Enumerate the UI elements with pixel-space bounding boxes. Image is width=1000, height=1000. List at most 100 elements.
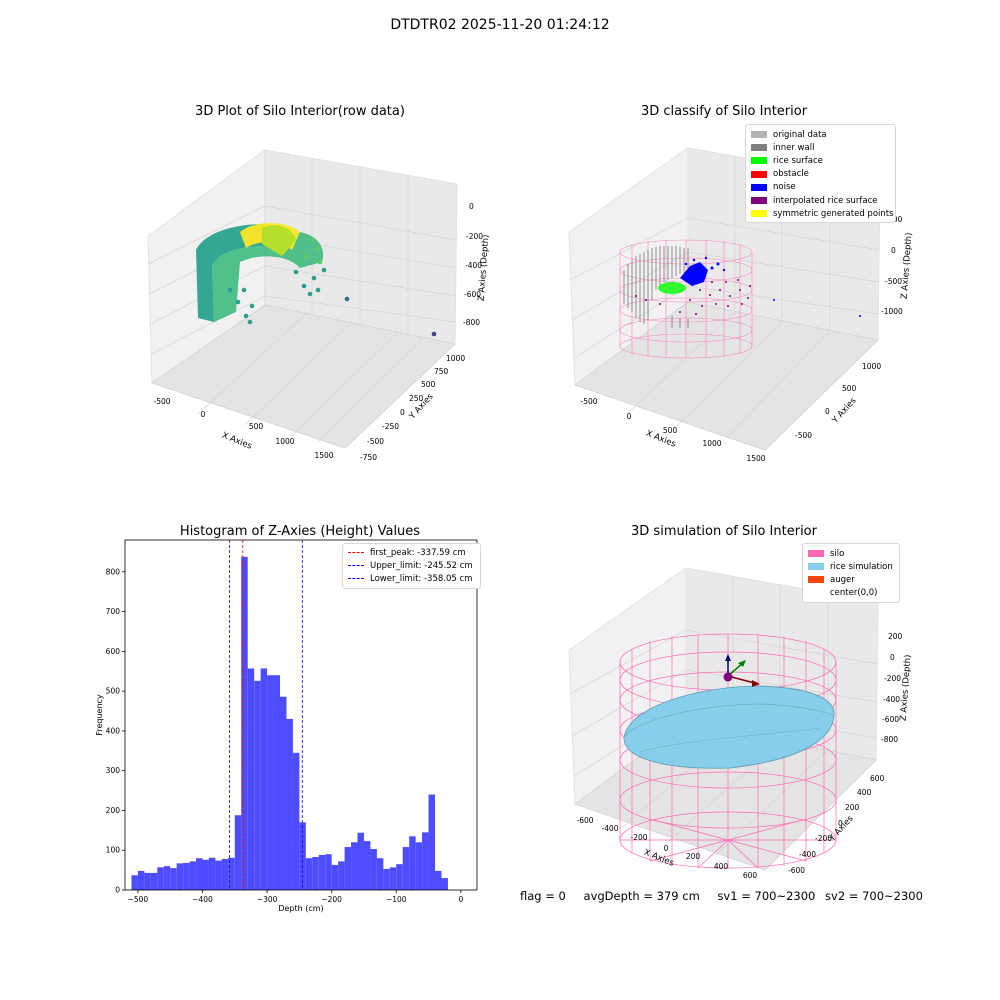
panel4-ytick: 0 <box>838 819 843 828</box>
status-footer: flag = 0 avgDepth = 379 cm sv1 = 700~230… <box>520 889 937 903</box>
panel2-ztick: -500 <box>885 277 902 286</box>
panel2-inner-wall <box>623 246 689 328</box>
histogram-bar <box>189 861 197 890</box>
panel1-ztick: 0 <box>469 202 474 211</box>
panel2-interpolated-surface <box>635 279 751 315</box>
histogram-bar <box>292 752 300 890</box>
panel4-ytick: 400 <box>857 788 872 797</box>
x-tick-label: −100 <box>386 895 407 904</box>
panel2-rice-surface <box>658 282 686 294</box>
legend-item-rice-surface: rice surface <box>751 154 890 167</box>
histogram-bar <box>370 849 377 890</box>
histogram-bar <box>260 668 268 890</box>
histogram-bar <box>221 858 229 890</box>
legend-label-symmetric: symmetric generated points <box>773 208 894 219</box>
histogram-bar <box>280 696 287 890</box>
legend-item-upper-limit: Upper_limit: -245.52 cm <box>348 559 475 572</box>
panel1-point <box>307 291 313 297</box>
panel2-ytick: -500 <box>795 431 812 440</box>
histogram-bar <box>428 794 436 890</box>
y-tick-label: 500 <box>106 687 121 696</box>
panel4-xtick: 600 <box>743 871 758 880</box>
panel1-point <box>321 267 327 273</box>
legend-label-upper-limit: Upper_limit: -245.52 cm <box>370 560 473 571</box>
panel4-ytick: -200 <box>815 834 832 843</box>
panel1-ytick: 250 <box>409 394 424 403</box>
panel1-point <box>241 287 247 293</box>
panel2-xtick: 1500 <box>746 454 765 463</box>
panel2-zlabel: Z Axies (Depth) <box>900 232 915 299</box>
panel4-xtick: 200 <box>686 852 701 861</box>
panel1-point <box>317 259 323 265</box>
panel2-ytick: 500 <box>842 384 857 393</box>
panel4-ytick: 200 <box>845 803 860 812</box>
panel1-point <box>293 269 299 275</box>
y-tick-label: 100 <box>106 846 121 855</box>
y-tick-label: 300 <box>106 766 121 775</box>
panel1-ytick: -750 <box>360 453 377 462</box>
panel4-xtick: 0 <box>664 844 669 853</box>
legend-swatch-original-data <box>751 131 767 139</box>
legend-swatch-rice-surface <box>751 157 767 165</box>
histogram-bars <box>131 556 448 890</box>
histogram-bar <box>241 556 248 890</box>
legend-label-inner-wall: inner wall <box>773 142 815 153</box>
legend-item-inner-wall: inner wall <box>751 141 890 154</box>
sv2-text: sv2 = 700~2300 <box>825 889 923 903</box>
panel2-xtick: -500 <box>580 397 597 406</box>
histogram-bar <box>305 858 313 890</box>
histogram-bar <box>144 872 151 890</box>
panel1-wall-mid <box>212 232 324 322</box>
histogram-bar <box>183 862 190 890</box>
histogram-legend: first_peak: -337.59 cm Upper_limit: -245… <box>342 543 481 589</box>
histogram-frame <box>124 539 478 891</box>
panel3-title: Histogram of Z-Axies (Height) Values <box>179 524 421 539</box>
legend-item-symmetric: symmetric generated points <box>751 207 894 220</box>
histogram-bar <box>131 875 138 890</box>
panel2-legend: original data inner wall rice surface ob… <box>745 124 896 224</box>
panel2-xtick: 500 <box>663 426 678 435</box>
panel4-xtick: -600 <box>576 816 593 825</box>
legend-label-original-data: original data <box>773 129 827 140</box>
y-tick-label: 700 <box>106 607 121 616</box>
legend-item-noise: noise <box>751 181 890 194</box>
panel1-point <box>227 287 233 293</box>
panel4-ztick: -400 <box>883 695 900 704</box>
panel1-point-cloud <box>196 223 437 337</box>
x-tick-label: −500 <box>128 895 149 904</box>
histogram-bar <box>389 867 397 890</box>
panel1-zlabel: Z Axies (Depth) <box>477 234 492 301</box>
panel4-ztick: -200 <box>884 674 901 683</box>
panel1-title: 3D Plot of Silo Interior(row data) <box>195 104 405 119</box>
legend-swatch-noise <box>751 183 767 191</box>
legend-label-noise: noise <box>773 182 796 193</box>
histogram-x-ticks: −500 −400 −300 −200 −100 0 <box>128 890 463 904</box>
panel2-pane-floor <box>573 301 880 451</box>
panel1-point <box>235 299 241 305</box>
panel1-wall-dark <box>196 224 268 322</box>
y-tick-label: 400 <box>106 726 121 735</box>
legend-label-first-peak: first_peak: -337.59 cm <box>370 547 466 558</box>
histogram-bar <box>208 857 216 890</box>
legend-item-obstacle: obstacle <box>751 168 890 181</box>
histogram-bar <box>267 675 274 890</box>
legend-label-auger: auger <box>830 574 855 585</box>
histogram-bar <box>273 675 281 890</box>
panel1-pane-floor <box>150 304 457 449</box>
histogram-bar <box>254 680 261 890</box>
legend-swatch-center <box>808 590 824 597</box>
panel2-xtick: 1000 <box>702 439 721 448</box>
legend-swatch-rice-simulation <box>808 563 824 571</box>
legend-dash-lower-limit <box>348 578 364 580</box>
histogram-bar <box>247 668 255 890</box>
panel1-xtick: 500 <box>249 422 264 431</box>
histogram-bar <box>202 859 209 890</box>
panel1-outlier <box>344 296 350 302</box>
histogram-bar <box>331 864 339 890</box>
legend-swatch-symmetric <box>751 210 767 218</box>
histogram-bar <box>150 872 158 890</box>
histogram-bar <box>163 866 171 890</box>
histogram-bar <box>312 856 319 890</box>
histogram-reference-lines <box>229 540 303 890</box>
panel4-ytick: -400 <box>799 850 816 859</box>
